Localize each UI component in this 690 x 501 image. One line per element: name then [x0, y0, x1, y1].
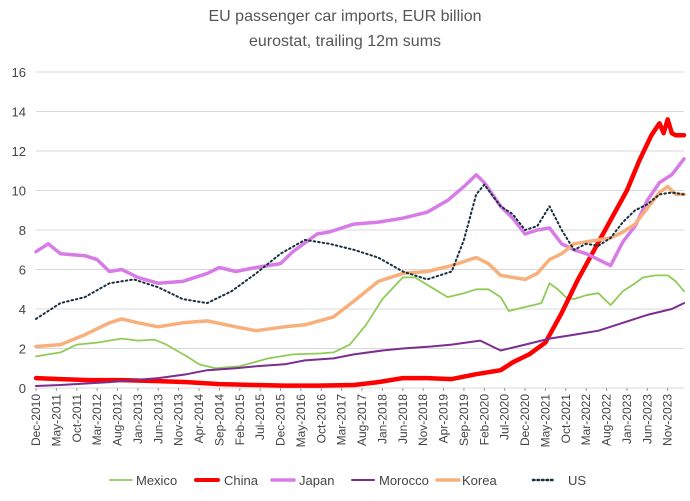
legend-label-japan: Japan — [299, 473, 334, 488]
x-tick-label: Mar-2017 — [335, 394, 349, 446]
legend-label-morocco: Morocco — [379, 473, 429, 488]
x-tick-label: Oct-2011 — [70, 394, 84, 443]
series-line-mexico — [35, 274, 685, 370]
y-tick-label: 6 — [19, 263, 26, 278]
x-tick-label: Jan-2018 — [375, 394, 389, 444]
x-tick-label: Jan-2023 — [620, 394, 634, 444]
series-line-morocco — [35, 302, 685, 387]
y-tick-label: 0 — [19, 381, 26, 396]
x-tick-label: Feb-2015 — [233, 394, 247, 446]
x-tick-label: Oct-2021 — [559, 394, 573, 444]
chart-title: EU passenger car imports, EUR billion — [208, 8, 482, 25]
legend-label-us: US — [568, 473, 586, 488]
legend-label-korea: Korea — [462, 473, 497, 488]
x-tick-label: Dec-2020 — [518, 394, 532, 446]
x-tick-label: Mar-2022 — [579, 394, 593, 446]
x-tick-label: Sep-2019 — [457, 394, 471, 446]
y-tick-label: 16 — [12, 65, 26, 80]
x-tick-label: Jul-2015 — [253, 394, 267, 440]
y-tick-label: 14 — [12, 105, 26, 120]
x-tick-label: May-2016 — [294, 394, 308, 448]
x-tick-label: Dec-2010 — [29, 394, 43, 446]
chart-subtitle: eurostat, trailing 12m sums — [248, 33, 442, 50]
x-tick-label: Mar-2012 — [90, 394, 104, 446]
series-line-korea — [34, 184, 686, 349]
y-tick-label: 8 — [19, 223, 26, 238]
series-line-japan — [34, 157, 686, 286]
series-line-china — [33, 117, 687, 388]
x-tick-label: Nov-2018 — [416, 394, 430, 446]
y-tick-label: 10 — [12, 184, 26, 199]
x-tick-label: Jun-2013 — [151, 394, 165, 444]
series-line-us — [35, 183, 685, 320]
x-tick-label: Apr-2019 — [437, 394, 451, 444]
x-tick-label: Jul-2020 — [498, 394, 512, 440]
x-tick-label: Jun-2018 — [396, 394, 410, 444]
y-tick-label: 12 — [12, 144, 26, 159]
x-tick-label: Oct-2016 — [314, 394, 328, 444]
x-tick-label: Jan-2013 — [131, 394, 145, 444]
y-tick-label: 4 — [19, 302, 26, 317]
x-tick-label: Aug-2012 — [111, 394, 125, 446]
x-tick-label: Jun-2023 — [640, 394, 654, 444]
legend-label-china: China — [224, 473, 259, 488]
x-tick-label: Aug-2022 — [600, 394, 614, 446]
y-tick-label: 2 — [19, 342, 26, 357]
x-tick-label: Apr-2014 — [192, 394, 206, 444]
x-tick-label: Dec-2015 — [274, 394, 288, 446]
x-tick-label: May-2021 — [538, 394, 552, 448]
x-tick-label: Aug-2017 — [355, 394, 369, 446]
legend-label-mexico: Mexico — [136, 473, 177, 488]
x-tick-label: Sep-2014 — [212, 394, 226, 446]
x-tick-label: May-2011 — [49, 394, 63, 447]
x-tick-label: Nov-2023 — [661, 394, 675, 446]
x-tick-label: Nov-2013 — [172, 394, 186, 446]
x-tick-label: Feb-2020 — [477, 394, 491, 446]
